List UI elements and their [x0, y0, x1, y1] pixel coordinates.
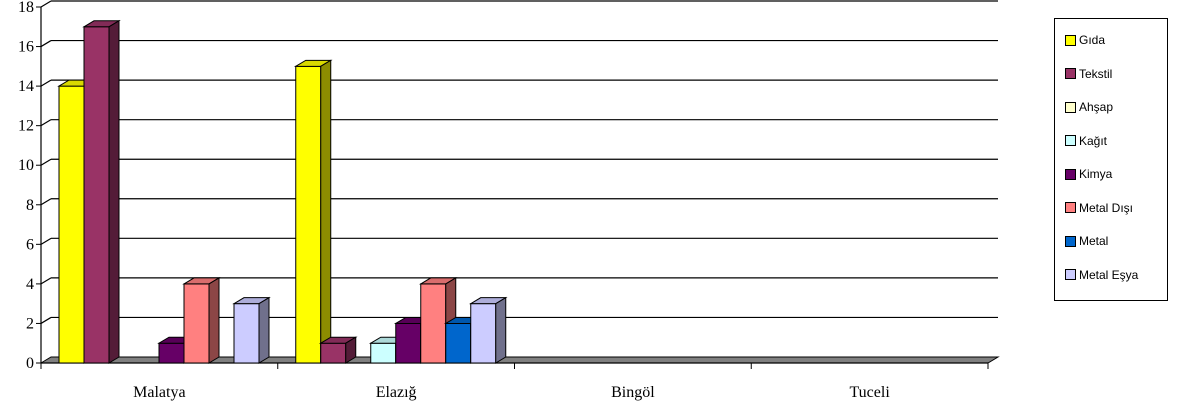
y-tick-label: 16	[18, 39, 34, 56]
legend-swatch	[1065, 202, 1076, 213]
bar-front	[233, 303, 260, 364]
x-tick-label: Tuceli	[849, 384, 890, 401]
bar-front	[420, 283, 447, 364]
bar-side	[208, 277, 220, 364]
legend-item: Metal	[1065, 234, 1108, 248]
bar	[232, 296, 271, 364]
legend-swatch	[1065, 269, 1076, 280]
legend-label: Metal Dışı	[1079, 200, 1134, 215]
gridline-diag	[40, 316, 52, 324]
bar-side	[258, 296, 270, 364]
legend-swatch	[1065, 101, 1076, 113]
bar-front	[445, 322, 472, 364]
y-tick-label: 4	[26, 276, 34, 293]
legend-item: Ahşap	[1065, 100, 1113, 114]
bar-front	[83, 26, 110, 364]
legend-label: Ahşap	[1079, 100, 1114, 114]
gridline-diag	[40, 119, 52, 127]
bar-side	[108, 19, 120, 364]
bar	[182, 277, 221, 364]
y-tick-label: 2	[26, 315, 34, 332]
bar-front	[183, 283, 210, 364]
bar-front	[370, 342, 397, 364]
bar	[293, 59, 333, 364]
y-tick-label: 10	[18, 157, 34, 174]
legend: Gıda Tekstil Ahşap Kağıt Kimya Metal Dışı Meta…	[1054, 18, 1168, 301]
y-tick-label: 6	[26, 236, 34, 253]
legend-label: Metal	[1079, 234, 1109, 248]
legend-swatch	[1065, 68, 1076, 79]
legend-label: Tekstil	[1079, 66, 1113, 81]
x-tick-label: Bingöl	[611, 384, 655, 401]
bar	[318, 336, 358, 364]
bar-front	[395, 322, 422, 364]
bar	[82, 19, 121, 364]
gridline-diag	[40, 158, 52, 166]
y-tick-label: 12	[18, 118, 34, 135]
bar-side	[320, 59, 332, 364]
gridline-diag	[40, 277, 52, 285]
gridline-diag	[40, 79, 52, 87]
gridline-diag	[40, 198, 52, 206]
bar-front	[320, 342, 347, 364]
bar-front	[58, 85, 85, 364]
legend-label: Kimya	[1079, 167, 1113, 181]
legend-label: Metal Eşya	[1079, 267, 1139, 282]
gridline-diag	[40, 40, 52, 48]
y-tick-label: 0	[26, 355, 34, 372]
legend-item: Gıda	[1065, 33, 1105, 47]
legend-swatch	[1065, 135, 1076, 146]
bar-side	[495, 296, 507, 364]
bar-front	[470, 303, 497, 364]
bar	[468, 296, 508, 364]
legend-swatch	[1065, 235, 1076, 247]
gridline-diag	[40, 0, 52, 8]
x-tick-label: Malatya	[133, 384, 185, 401]
x-tick-label: Elazığ	[376, 384, 417, 401]
legend-item: Metal Dışı	[1065, 201, 1133, 215]
legend-item: Kimya	[1065, 167, 1112, 181]
legend-item: Metal Eşya	[1065, 268, 1138, 282]
y-tick-label: 8	[26, 197, 34, 214]
legend-swatch	[1065, 34, 1076, 46]
bar-chart: 0 2 4 6 8 10 12 14 16 18 Malatya Elazığ Bingöl Tuceli	[18, 0, 1000, 401]
legend-label: Gıda	[1079, 33, 1106, 47]
legend-item: Tekstil	[1065, 67, 1112, 81]
legend-item: Kağıt	[1065, 134, 1107, 148]
bar-side	[345, 336, 357, 364]
bar-front	[158, 342, 185, 364]
y-tick-label: 18	[18, 0, 34, 16]
y-tick-label: 14	[18, 78, 34, 95]
bar-front	[295, 65, 322, 364]
legend-swatch	[1065, 168, 1076, 180]
gridline-diag	[40, 237, 52, 245]
legend-label: Kağıt	[1079, 133, 1108, 148]
